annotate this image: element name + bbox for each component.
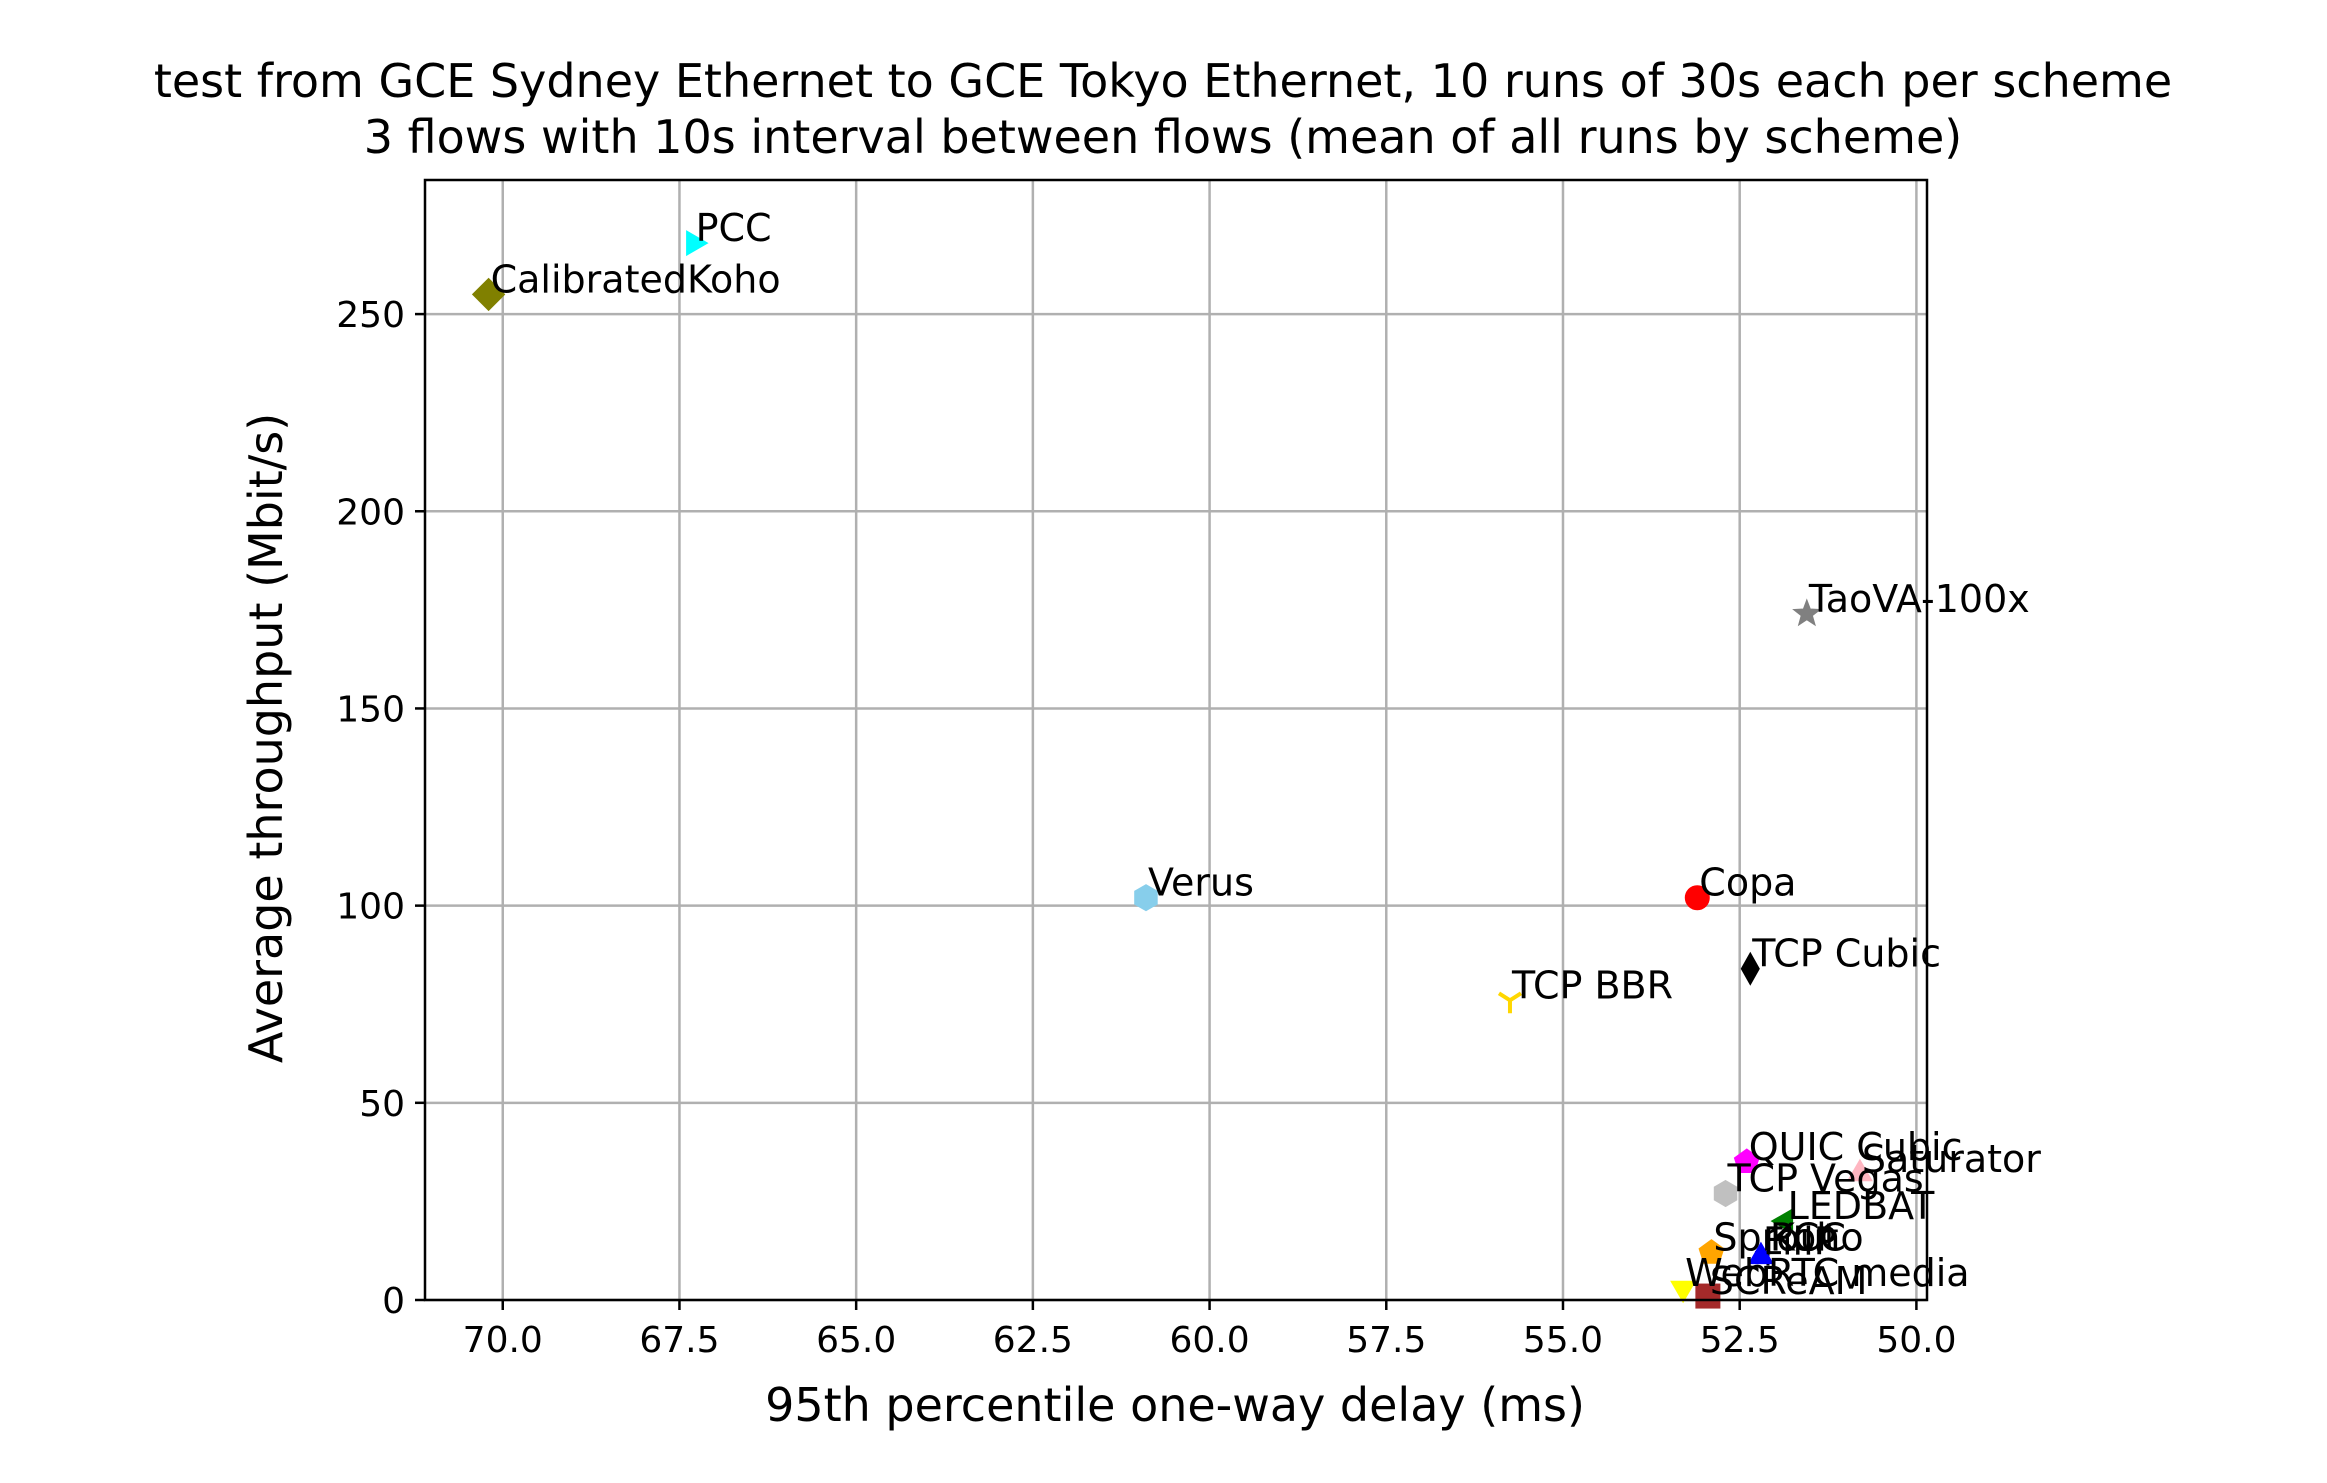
data-points [471, 230, 1873, 1309]
data-point [1695, 1283, 1721, 1309]
y-axis-label: Average throughput (Mbit/s) [239, 413, 293, 1063]
point-labels: PCC CalibratedKoho TaoVA-100x Verus Copa TCP … [491, 206, 2042, 1303]
point-label: PCC [1770, 1216, 1846, 1260]
x-tick-label: 65.0 [816, 1320, 896, 1361]
point-label: TaoVA-100x [1808, 577, 2030, 621]
x-tick-label: 50.0 [1876, 1320, 1956, 1361]
data-point [1747, 1241, 1774, 1265]
x-tick-label: 57.5 [1346, 1320, 1426, 1361]
x-tick-label: 67.5 [639, 1320, 719, 1361]
point-label: Verus [1148, 861, 1254, 905]
y-tick-label: 50 [359, 1084, 405, 1125]
point-label: Copa [1699, 861, 1796, 905]
point-label: TCP Cubic [1751, 932, 1941, 976]
y-tick-label: 150 [336, 689, 405, 730]
point-label: FillP [1763, 1220, 1837, 1264]
grid [425, 180, 1927, 1302]
data-point [1740, 951, 1760, 986]
data-point [1713, 1179, 1738, 1208]
chart-title: test from GCE Sydney Ethernet to GCE Tok… [154, 54, 2172, 108]
x-tick-label: 52.5 [1700, 1320, 1780, 1361]
point-label: Sprout [1713, 1216, 1838, 1260]
chart-subtitle: 3 flows with 10s interval between flows … [364, 110, 1962, 164]
point-label: TCP BBR [1511, 963, 1673, 1007]
point-label: Saturator [1862, 1137, 2041, 1181]
point-label: WebRTC media [1685, 1251, 1969, 1295]
x-tick-label: 62.5 [993, 1320, 1073, 1361]
x-tick-label: 55.0 [1523, 1320, 1603, 1361]
data-point [471, 277, 506, 312]
y-tick-label: 0 [382, 1281, 405, 1322]
y-tick-label: 250 [336, 295, 405, 336]
data-point [1846, 1158, 1873, 1182]
data-point [1497, 991, 1523, 1014]
axis-ticks: 70.0 67.5 65.0 62.5 60.0 57.5 55.0 52.5 50.0 0 50 1… [336, 295, 1956, 1361]
y-tick-label: 200 [336, 492, 405, 533]
y-tick-label: 100 [336, 887, 405, 928]
point-label: SCReAM [1710, 1259, 1868, 1303]
x-tick-label: 70.0 [463, 1320, 543, 1361]
x-tick-label: 60.0 [1169, 1320, 1249, 1361]
data-point [1792, 598, 1822, 627]
point-label: TCP Vegas [1727, 1157, 1924, 1201]
data-point [1670, 1280, 1697, 1304]
data-point [1698, 1239, 1725, 1264]
data-point [1733, 1148, 1760, 1173]
data-point [1134, 884, 1158, 912]
point-label: CalibratedKoho [491, 257, 781, 301]
data-point [686, 230, 709, 257]
point-label: PCC [696, 206, 772, 250]
plot-frame [423, 178, 1929, 1302]
data-point [1770, 1208, 1794, 1235]
point-label: Koho [1770, 1216, 1864, 1260]
data-point [1684, 885, 1710, 911]
x-axis-label: 95th percentile one-way delay (ms) [765, 1378, 1585, 1432]
point-label: LEDBAT [1788, 1184, 1936, 1228]
